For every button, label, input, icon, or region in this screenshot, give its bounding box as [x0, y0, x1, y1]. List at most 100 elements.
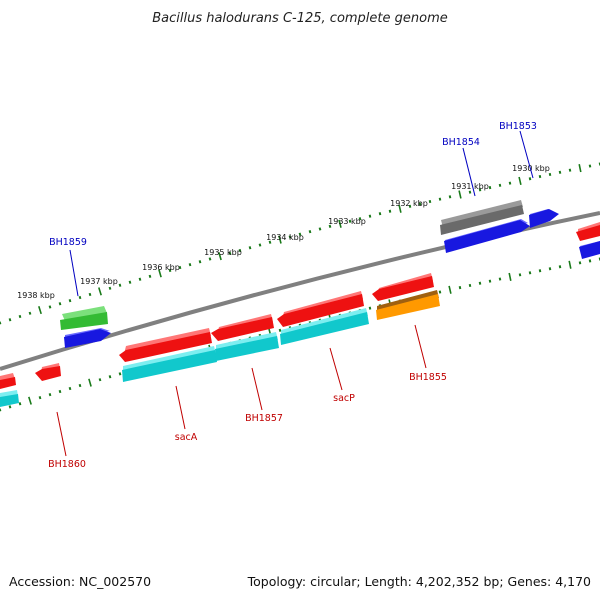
gene-label-sacP: sacP [333, 393, 355, 404]
ruler-minor-dot [208, 257, 212, 261]
ruler-outer [0, 162, 600, 325]
ruler-minor-dot [588, 164, 592, 168]
ruler-minor-dot [48, 393, 52, 397]
gene-sacA-cyan[interactable] [122, 346, 217, 382]
ruler-minor-dot [8, 405, 12, 409]
gene-label-sacA: sacA [175, 432, 198, 443]
ruler-major-tick [158, 269, 162, 278]
ruler-minor-dot [148, 274, 152, 278]
ruler-major-tick [568, 260, 572, 269]
gene-sacP-cyan[interactable] [280, 308, 369, 345]
ruler-minor-dot [438, 290, 442, 294]
ruler-label-1931: 1931 kbp [451, 182, 489, 191]
ruler-minor-dot [328, 224, 332, 228]
ruler-label-1938: 1938 kbp [17, 291, 55, 300]
ruler-minor-dot [518, 273, 522, 277]
ruler-minor-dot [578, 261, 582, 265]
ruler-minor-dot [248, 246, 252, 250]
ruler-minor-dot [528, 177, 532, 181]
gene-edge-red-left[interactable] [0, 373, 16, 389]
ruler-minor-dot [538, 269, 542, 273]
ruler-major-tick [508, 272, 512, 281]
ruler-minor-dot [118, 283, 122, 287]
ruler-minor-dot [318, 227, 322, 231]
gene-sacA-red[interactable] [119, 328, 212, 362]
ruler-minor-dot [38, 396, 42, 400]
ruler-major-tick [398, 204, 402, 213]
ruler-minor-dot [458, 285, 462, 290]
ruler-label-1937: 1937 kbp [80, 277, 118, 286]
ruler-major-tick [448, 285, 452, 294]
ruler-minor-dot [188, 263, 192, 267]
ruler-minor-dot [278, 328, 282, 332]
footer-summary: Topology: circular; Length: 4,202,352 bp… [247, 574, 591, 589]
ruler-minor-dot [198, 260, 202, 264]
ruler-minor-dot [88, 292, 92, 297]
ruler-major-tick [218, 252, 222, 261]
ruler-minor-dot [568, 168, 572, 172]
gene-BH1855-orange[interactable] [376, 290, 440, 320]
ruler-minor-dot [18, 402, 22, 406]
ruler-label-1930: 1930 kbp [512, 164, 550, 173]
ruler-minor-dot [368, 306, 372, 310]
gene-BH1860-red[interactable] [35, 363, 61, 381]
ruler-minor-dot [68, 386, 72, 391]
ruler-minor-dot [538, 174, 542, 179]
ruler-major-tick [98, 287, 102, 296]
ruler-minor-dot [558, 170, 562, 174]
ruler-minor-dot [508, 181, 512, 185]
ruler-minor-dot [98, 378, 102, 382]
ruler-minor-dot [58, 302, 62, 306]
gene-label-BH1855: BH1855 [409, 372, 447, 383]
ruler-label-1933: 1933 kbp [328, 217, 366, 226]
ruler-minor-dot [418, 202, 422, 206]
ruler-minor-dot [488, 279, 492, 283]
gene-BH1854-blue[interactable] [444, 219, 530, 253]
ruler-minor-dot [448, 195, 452, 199]
ruler-major-tick [578, 164, 582, 173]
ruler-minor-dot [348, 219, 352, 223]
ruler-minor-dot [288, 235, 292, 239]
gene-BH1859-blue[interactable] [64, 328, 111, 348]
ruler-minor-dot [468, 283, 472, 288]
ruler-minor-dot [268, 240, 272, 244]
ruler-minor-dot [128, 280, 132, 284]
ruler-minor-dot [478, 188, 482, 192]
gene-BH1857-red[interactable] [211, 314, 274, 341]
ruler-minor-dot [18, 314, 22, 319]
ruler-minor-dot [258, 243, 262, 247]
ruler-minor-dot [58, 389, 62, 394]
gene-BH1854-gray[interactable] [440, 200, 524, 235]
gene-edge-red-top[interactable] [576, 222, 600, 241]
ruler-minor-dot [118, 372, 122, 376]
ruler-minor-dot [428, 199, 432, 204]
ruler-minor-dot [238, 248, 242, 253]
ruler-minor-dot [358, 217, 362, 221]
ruler-minor-dot [588, 259, 592, 263]
ruler-minor-dot [478, 281, 482, 285]
ruler-major-tick [458, 190, 462, 199]
ruler-minor-dot [78, 383, 82, 388]
ruler-minor-dot [498, 183, 502, 187]
gene-BH1857-cyan[interactable] [215, 332, 279, 361]
gene-BH1853-blue[interactable] [529, 209, 559, 228]
ruler-major-tick [38, 306, 42, 315]
gene-sacP-red[interactable] [277, 291, 364, 327]
ruler-label-1934: 1934 kbp [266, 233, 304, 242]
ruler-minor-dot [488, 185, 492, 190]
ruler-major-tick [278, 235, 282, 244]
gene-BH1855-red[interactable] [372, 273, 434, 301]
ruler-minor-dot [378, 212, 382, 216]
ruler-label-1932: 1932 kbp [390, 199, 428, 208]
gene-BH1859-green[interactable] [60, 306, 108, 330]
ruler-minor-dot [528, 271, 532, 275]
ruler-minor-dot [438, 197, 442, 201]
gene-edge-blue-top[interactable] [579, 241, 600, 259]
ruler-minor-dot [48, 305, 52, 309]
ruler-major-tick [28, 396, 32, 405]
ruler-minor-dot [368, 214, 372, 218]
ruler-minor-dot [558, 265, 562, 269]
ruler-label-1936: 1936 kbp [142, 263, 180, 272]
gene-edge-cyan-left[interactable] [0, 390, 19, 407]
